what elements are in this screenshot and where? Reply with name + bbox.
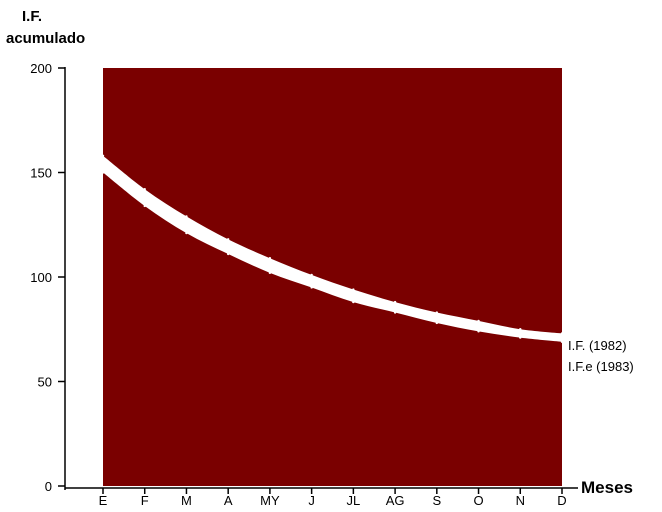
series-1-point-O xyxy=(477,330,480,333)
x-tick-label-S: S xyxy=(432,493,441,507)
series-1-point-F xyxy=(143,204,146,208)
series-1-point-E xyxy=(101,171,105,174)
x-tick-label-O: O xyxy=(473,493,483,507)
series-0-point-O xyxy=(477,319,480,323)
x-axis-title: Meses xyxy=(581,478,633,497)
series-0-point-MY xyxy=(268,256,272,260)
series-0-point-M xyxy=(185,215,188,218)
x-tick-label-D: D xyxy=(557,493,566,507)
plot-background-region xyxy=(103,68,562,486)
x-tick-label-MY: MY xyxy=(260,493,280,507)
x-tick-label-E: E xyxy=(99,493,108,507)
series-1-point-M xyxy=(185,231,188,235)
series-0-point-F xyxy=(143,188,146,191)
x-tick-label-M: M xyxy=(181,493,192,507)
series-1-point-D xyxy=(560,340,564,343)
series-0-point-A xyxy=(226,238,230,241)
series-1-point-N xyxy=(519,336,522,339)
series-1-point-AG xyxy=(393,311,397,314)
x-tick-label-AG: AG xyxy=(386,493,405,507)
series-1-point-S xyxy=(435,321,439,325)
y-axis-title-line1: I.F. xyxy=(22,8,42,25)
x-tick-label-F: F xyxy=(141,493,149,507)
series-0-point-S xyxy=(435,311,439,314)
y-axis-title-line2: acumulado xyxy=(6,30,85,47)
y-tick-label-100: 100 xyxy=(30,270,52,285)
series-1-point-A xyxy=(226,252,230,256)
x-tick-label-JL: JL xyxy=(346,493,360,507)
series-0-point-E xyxy=(101,154,105,157)
series-1-point-J xyxy=(310,286,313,289)
series-0-point-AG xyxy=(393,300,397,304)
legend-label-1983: I.F.e (1983) xyxy=(568,359,634,374)
series-0-point-N xyxy=(519,328,522,331)
x-tick-label-J: J xyxy=(308,493,315,507)
series-0-point-D xyxy=(560,332,564,335)
x-tick-label-N: N xyxy=(516,493,525,507)
x-tick-label-A: A xyxy=(224,493,233,507)
series-1-point-MY xyxy=(268,271,272,275)
y-tick-label-150: 150 xyxy=(30,166,52,181)
y-tick-label-200: 200 xyxy=(30,61,52,76)
y-tick-label-50: 50 xyxy=(38,375,52,390)
series-0-point-JL xyxy=(352,288,355,291)
y-tick-label-0: 0 xyxy=(45,479,52,494)
series-0-point-J xyxy=(310,273,313,277)
legend-label-1982: I.F. (1982) xyxy=(568,338,627,353)
series-1-point-JL xyxy=(352,300,355,304)
